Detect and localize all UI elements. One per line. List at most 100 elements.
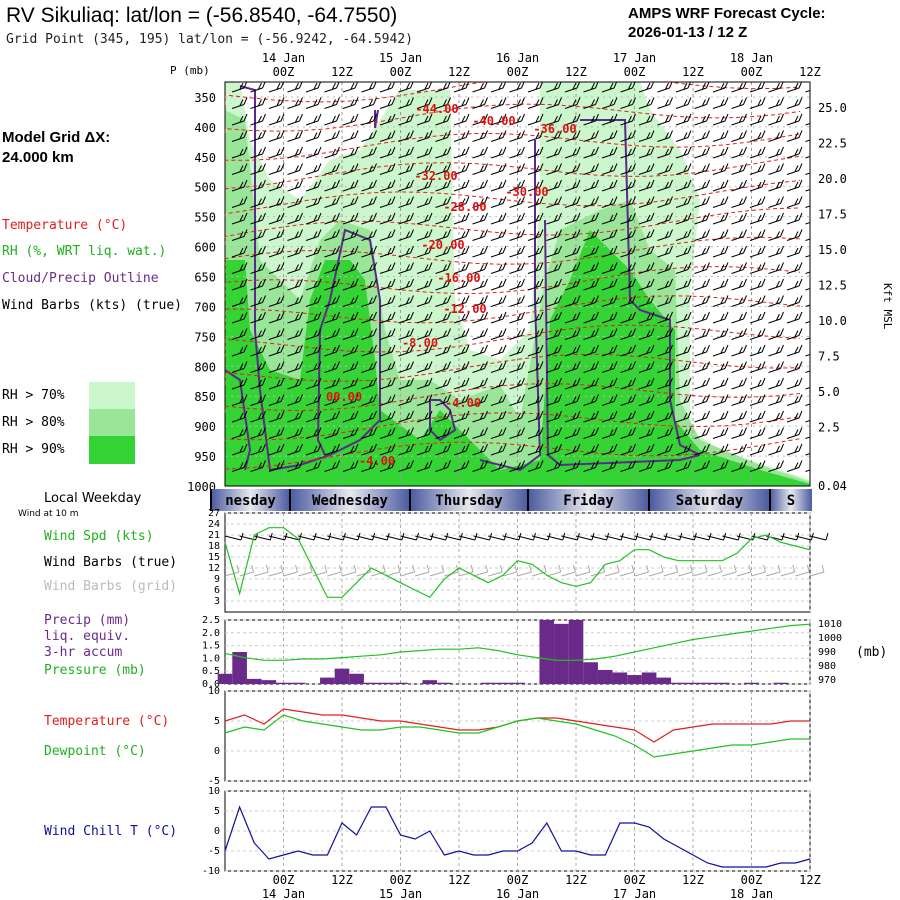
wind-barb <box>583 196 599 208</box>
wind-barb <box>361 146 377 159</box>
wind-barb <box>768 130 784 142</box>
wind-barb <box>749 196 766 208</box>
pressure-tick-label: 500 <box>194 181 216 195</box>
wind-barb <box>379 344 396 357</box>
wind-barb <box>638 377 655 390</box>
height-tick-label: 7.5 <box>818 350 840 364</box>
precip-bar <box>378 682 394 684</box>
wind-barb <box>601 427 618 439</box>
wind-barb <box>638 82 655 93</box>
wind-barb <box>324 212 340 225</box>
wind-barb <box>694 410 710 423</box>
wind-barb <box>657 460 673 472</box>
weekday-cell <box>211 489 290 511</box>
wind-barb <box>435 344 451 357</box>
wind-barb <box>786 163 803 175</box>
wind-barb <box>675 278 692 291</box>
grid-wind-barb <box>488 564 503 577</box>
wind-barb <box>509 311 525 324</box>
wind-barb <box>231 410 248 423</box>
wind-barb <box>657 262 673 274</box>
wind-barb <box>527 394 544 406</box>
wind-barb <box>768 97 784 109</box>
wind-barb <box>731 262 747 274</box>
wind-barb <box>786 361 803 373</box>
wind-barb <box>694 130 710 142</box>
forecast-cycle-value: 2026-01-13 / 12 Z <box>628 24 748 41</box>
wind-barb <box>620 229 636 241</box>
wind-barb <box>601 443 618 456</box>
grid-wind-barb <box>648 564 664 577</box>
wind-barb <box>675 410 692 423</box>
wind-barb <box>694 460 710 472</box>
wind-barb <box>435 377 451 390</box>
wind-barb <box>435 179 451 192</box>
wind-barb <box>287 443 303 456</box>
panel-tick-label: 15 <box>208 552 220 563</box>
wind-barb <box>694 361 710 373</box>
wind-barb <box>749 344 766 357</box>
wind-barb <box>490 113 507 126</box>
wind-barb <box>398 361 414 373</box>
wind-barb <box>490 212 507 225</box>
precip-bar <box>480 682 496 684</box>
wind-barb <box>694 97 710 109</box>
wind-barb <box>638 229 655 241</box>
panel-tick-label: 10 <box>208 686 220 697</box>
wind-barb <box>268 130 285 142</box>
precip-bar <box>320 677 335 684</box>
wind-barb <box>527 229 544 241</box>
wind-barb <box>342 113 359 126</box>
local-weekday-label: Local Weekday <box>44 491 142 506</box>
wind-barb <box>472 130 488 142</box>
panel-tick-label: 0 <box>214 826 220 837</box>
wind-barb <box>620 361 636 373</box>
wind-barb <box>805 452 810 456</box>
weekday-cell <box>649 489 770 511</box>
legend-rh: RH (%, WRT liq. wat.) <box>2 244 167 259</box>
wind-barb <box>675 163 692 175</box>
wind-barb <box>472 245 488 258</box>
wind-barb <box>268 179 285 192</box>
wind-barb <box>675 212 692 225</box>
wind-barb <box>453 427 470 439</box>
wind-barb <box>250 311 266 324</box>
legend-rh70-label: RH > 70% <box>2 388 65 403</box>
wind-barb <box>324 179 340 192</box>
wind-barb <box>694 245 710 258</box>
wind-barb <box>379 130 396 142</box>
wind-barb <box>731 245 747 258</box>
panel-tick-label: 0.5 <box>202 666 220 677</box>
wind-chill-panel: -10 -5 0 5 10 <box>202 786 811 877</box>
wind-barb <box>712 410 729 423</box>
wind-barb <box>287 460 303 472</box>
pressure-tick-label: 550 <box>194 211 216 225</box>
wind-barb <box>527 361 544 373</box>
wind-barb <box>786 196 803 208</box>
wind-barb <box>324 361 340 373</box>
wind-barb <box>638 295 655 307</box>
wind-barb <box>805 386 810 390</box>
temperature-contour <box>225 82 801 105</box>
wind-barb <box>546 443 562 456</box>
wind-barb <box>416 410 433 423</box>
wind-barb <box>472 311 488 324</box>
wind-barb <box>490 328 507 340</box>
precip-bar <box>656 677 672 684</box>
wind-barb <box>620 113 636 126</box>
wind-barb <box>694 427 710 439</box>
wind-barb <box>472 344 488 357</box>
wind-barb <box>694 179 710 192</box>
wind-barb <box>305 179 322 192</box>
wind-barb <box>620 179 636 192</box>
wind-barb <box>805 254 810 258</box>
wind-barb <box>675 245 692 258</box>
wind-barb <box>324 146 340 159</box>
wind-barb <box>601 460 618 472</box>
wind-barb <box>361 344 377 357</box>
pressure-tick-label: 800 <box>194 360 216 374</box>
wind-barb <box>731 427 747 439</box>
wind-barb <box>324 196 340 208</box>
top-hour-tick-label: 00Z <box>390 65 412 79</box>
pressure-tick-label: 1010 <box>818 619 842 630</box>
